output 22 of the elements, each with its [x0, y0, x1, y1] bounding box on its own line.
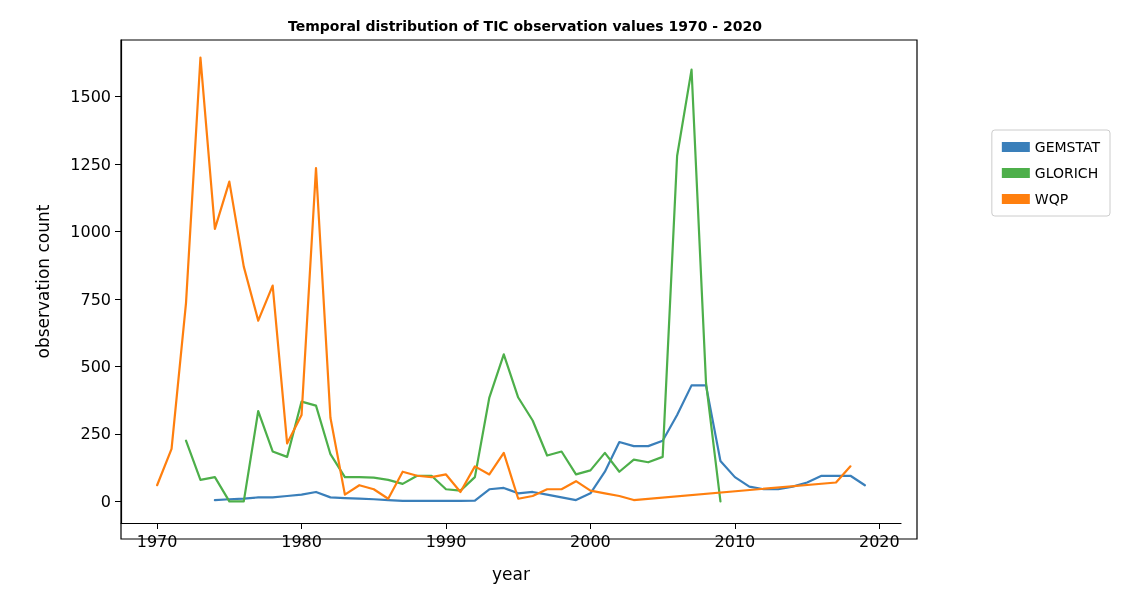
chart-title: Temporal distribution of TIC observation values 1970 - 2020	[288, 18, 763, 34]
x-axis-title: year	[492, 563, 530, 584]
line-series	[213, 384, 866, 502]
x-tick-label: 2010	[714, 531, 756, 551]
x-tick-label: 2000	[570, 531, 611, 551]
y-tick-label: 0	[100, 491, 111, 511]
y-tick-label: 1250	[70, 154, 111, 174]
legend-label: GLORICH	[1034, 165, 1099, 181]
y-tick-label: 750	[80, 289, 111, 309]
y-tick-label: 1000	[70, 222, 111, 242]
y-tick-label: 250	[80, 424, 111, 444]
y-tick-label: 1500	[70, 87, 111, 107]
legend-label: WQP	[1034, 191, 1069, 207]
x-tick-label: 1990	[425, 531, 467, 551]
y-tick-label: 500	[80, 357, 111, 376]
legend-label: GEMSTAT	[1034, 139, 1101, 155]
y-axis-title: observation count	[32, 204, 53, 359]
line-series	[156, 56, 852, 502]
x-tick-label: 2020	[858, 531, 900, 551]
x-tick-label: 1970	[136, 531, 178, 551]
line-series	[184, 68, 722, 503]
x-tick-label: 1980	[281, 531, 322, 551]
